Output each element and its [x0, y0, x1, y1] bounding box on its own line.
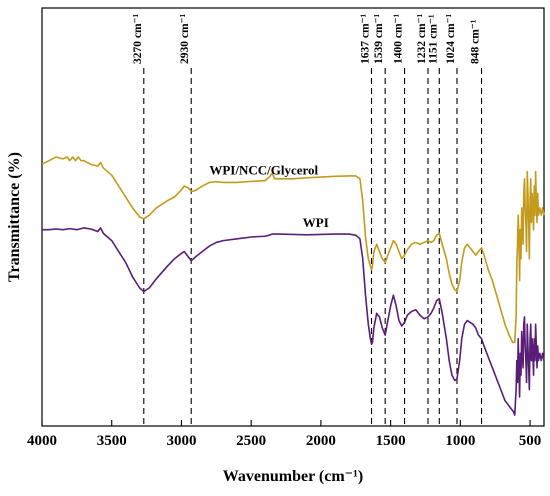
peak-marker-label: 2930 cm⁻¹ [179, 14, 191, 64]
series-labels: WPI/NCC/Glycerol WPI [209, 162, 328, 229]
x-tick-label: 1500 [376, 433, 406, 449]
annotation-labels: 3270 cm⁻¹ 2930 cm⁻¹ 1637 cm⁻¹ 1539 cm⁻¹ 1400… [132, 14, 482, 64]
series-line-wpi-ncc-glycerol [41, 156, 545, 344]
peak-marker-label: 1024 cm⁻¹ [445, 14, 457, 64]
peak-marker-label: 1637 cm⁻¹ [360, 14, 372, 64]
x-tick-label: 3000 [166, 433, 196, 449]
peak-marker-label: 1400 cm⁻¹ [393, 14, 405, 64]
peak-marker-label: 1151 cm⁻¹ [427, 15, 439, 64]
plot-frame [41, 7, 545, 427]
x-axis-ticks: 4000 3500 3000 2500 2000 1500 1000 500 [27, 420, 541, 449]
series-label: WPI [303, 215, 329, 230]
peak-marker-label: 3270 cm⁻¹ [132, 14, 144, 64]
x-axis-title: Wavenumber (cm⁻¹) [223, 468, 363, 485]
peak-marker-label: 848 cm⁻¹ [470, 20, 482, 64]
peak-marker-label: 1232 cm⁻¹ [416, 14, 428, 64]
x-tick-label: 2000 [306, 433, 336, 449]
x-tick-label: 1000 [445, 433, 475, 449]
x-tick-label: 3500 [97, 433, 127, 449]
x-tick-label: 500 [519, 433, 542, 449]
annotation-lines [143, 68, 483, 426]
series-line-wpi [42, 227, 545, 416]
peak-marker-label: 1539 cm⁻¹ [373, 14, 385, 64]
y-axis-title: Transmittance (%) [6, 152, 23, 282]
series-layer [41, 156, 545, 416]
x-tick-label: 2500 [236, 433, 266, 449]
x-tick-label: 4000 [27, 433, 57, 449]
series-label: WPI/NCC/Glycerol [209, 162, 318, 177]
